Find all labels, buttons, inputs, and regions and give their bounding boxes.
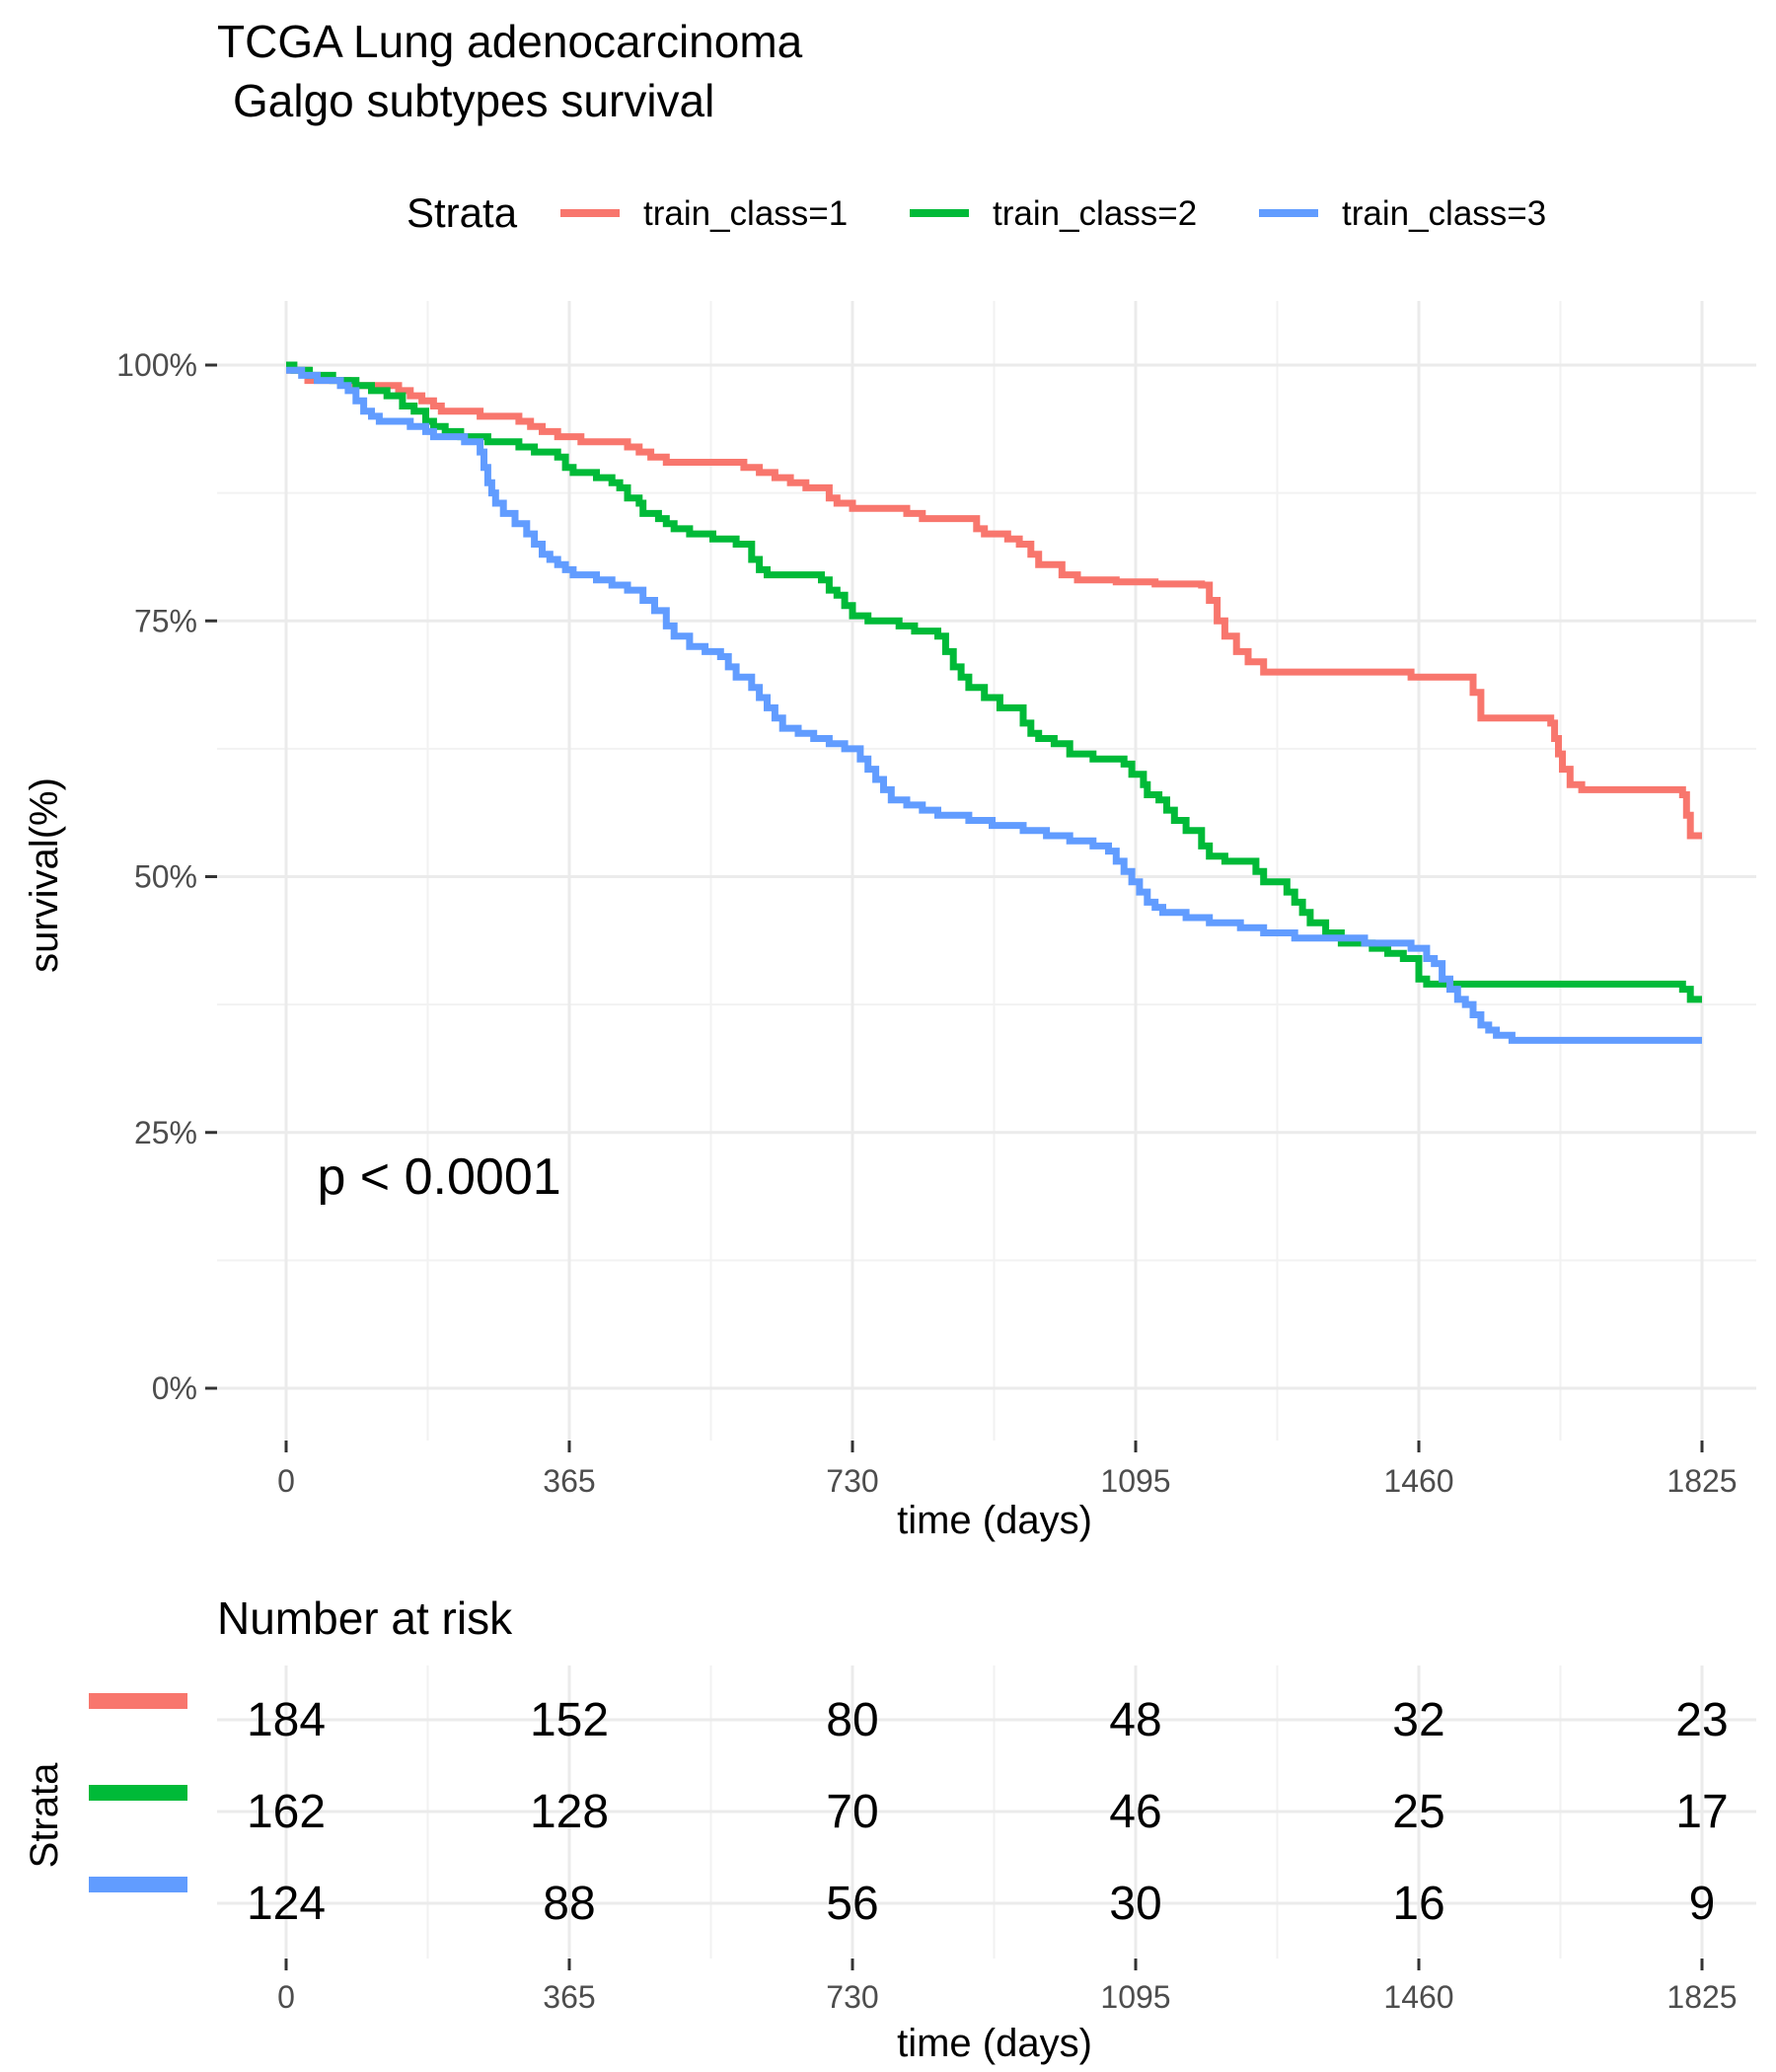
risk-table-gridlines	[217, 1665, 1756, 1959]
risk-table-x-title: time (days)	[897, 2022, 1092, 2065]
y-tick-label: 75%	[134, 603, 197, 638]
y-axis-title: survival(%)	[23, 777, 66, 973]
risk-x-tick-label: 365	[543, 1979, 595, 2015]
risk-x-tick-label: 1825	[1666, 1979, 1737, 2015]
survival-curves	[286, 361, 1702, 1044]
risk-table-cell: 80	[826, 1694, 878, 1746]
chart-subtitle: Galgo subtypes survival	[233, 75, 714, 126]
risk-strata-key-class-3	[89, 1877, 187, 1892]
risk-table-cell: 128	[530, 1786, 609, 1838]
plot-axes: 0 365 730 1095 1460 1825 0% 25% 50% 75% 100%	[116, 347, 1737, 1499]
plot-gridlines	[217, 301, 1756, 1441]
legend: Strata train_class=1 train_class=2 train…	[407, 189, 1546, 236]
risk-table-cell: 152	[530, 1694, 609, 1746]
survival-curve-class-2	[286, 361, 1702, 1003]
risk-table-y-title: Strata	[23, 1762, 66, 1868]
survival-curve-class-3	[286, 366, 1702, 1044]
x-tick-label: 1460	[1383, 1463, 1453, 1499]
legend-label-class-1: train_class=1	[643, 194, 848, 233]
legend-label-class-3: train_class=3	[1342, 194, 1546, 233]
risk-table-cell: 46	[1109, 1786, 1161, 1838]
y-tick-label: 25%	[134, 1115, 197, 1150]
x-tick-label: 730	[826, 1463, 878, 1499]
x-axis-title: time (days)	[897, 1499, 1092, 1542]
risk-table-cell: 25	[1392, 1786, 1444, 1838]
risk-table-cell: 9	[1689, 1878, 1716, 1930]
x-tick-label: 365	[543, 1463, 595, 1499]
p-value-annotation: p < 0.0001	[317, 1148, 560, 1206]
legend-title: Strata	[407, 189, 518, 236]
risk-table-cell: 16	[1392, 1878, 1444, 1930]
risk-x-tick-label: 1460	[1383, 1979, 1453, 2015]
risk-x-tick-label: 730	[826, 1979, 878, 2015]
risk-table-cell: 88	[543, 1878, 595, 1930]
legend-label-class-2: train_class=2	[993, 194, 1197, 233]
y-tick-label: 50%	[134, 859, 197, 895]
x-tick-label: 1095	[1100, 1463, 1170, 1499]
risk-table-cell: 124	[247, 1878, 326, 1930]
risk-x-tick-label: 1095	[1100, 1979, 1170, 2015]
risk-table-cell: 30	[1109, 1878, 1161, 1930]
risk-table-axis: 0 365 730 1095 1460 1825	[277, 1959, 1738, 2015]
risk-table-cell: 162	[247, 1786, 326, 1838]
y-tick-label: 100%	[116, 347, 197, 383]
risk-strata-key-class-2	[89, 1785, 187, 1801]
risk-table-strata-keys	[89, 1693, 187, 1892]
risk-table-cell: 48	[1109, 1694, 1161, 1746]
x-tick-label: 1825	[1666, 1463, 1737, 1499]
chart-title: TCGA Lung adenocarcinoma	[217, 16, 803, 67]
risk-table-cell: 70	[826, 1786, 878, 1838]
y-tick-label: 0%	[152, 1370, 197, 1406]
x-tick-label: 0	[277, 1463, 295, 1499]
risk-x-tick-label: 0	[277, 1979, 295, 2015]
risk-strata-key-class-1	[89, 1693, 187, 1709]
risk-table-cell: 184	[247, 1694, 326, 1746]
risk-table-cell: 23	[1675, 1694, 1728, 1746]
risk-table-cell: 56	[826, 1878, 878, 1930]
risk-table-cells: 184 152 80 48 32 23 162 128 70 46 25 17 124 88 56 30 16 9	[247, 1694, 1729, 1930]
risk-table-cell: 17	[1675, 1786, 1728, 1838]
risk-table-title: Number at risk	[217, 1592, 513, 1644]
survival-curve-class-1	[286, 361, 1702, 840]
risk-table-cell: 32	[1392, 1694, 1444, 1746]
